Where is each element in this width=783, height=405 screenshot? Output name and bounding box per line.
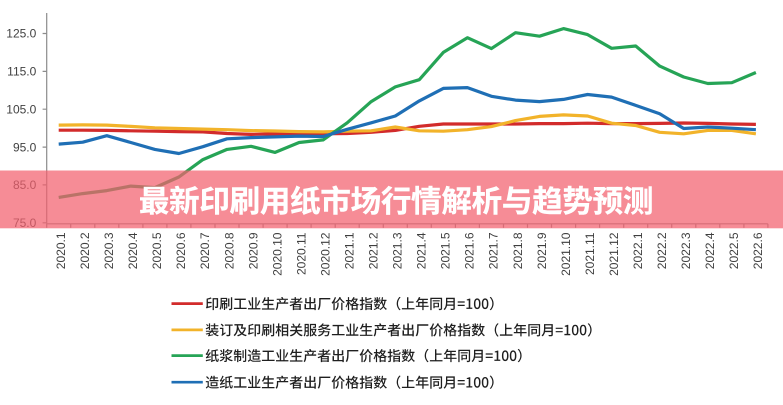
svg-text:2021.1: 2021.1 (343, 232, 357, 269)
svg-text:2021.3: 2021.3 (391, 232, 405, 269)
svg-text:2022.3: 2022.3 (679, 232, 693, 269)
svg-text:2021.5: 2021.5 (439, 232, 453, 269)
svg-text:2021.11: 2021.11 (583, 232, 597, 275)
svg-text:2022.1: 2022.1 (631, 232, 645, 269)
svg-text:2021.9: 2021.9 (535, 232, 549, 269)
svg-text:2020.3: 2020.3 (102, 232, 116, 269)
svg-text:2020.4: 2020.4 (126, 232, 140, 269)
svg-text:2020.5: 2020.5 (150, 232, 164, 269)
svg-text:95.0: 95.0 (13, 140, 37, 154)
svg-text:2020.2: 2020.2 (78, 232, 92, 269)
svg-text:2020.6: 2020.6 (174, 232, 188, 269)
svg-text:2022.5: 2022.5 (727, 232, 741, 269)
svg-text:2022.4: 2022.4 (703, 232, 717, 269)
svg-text:2020.8: 2020.8 (222, 232, 236, 269)
svg-text:2022.6: 2022.6 (751, 232, 765, 269)
svg-text:2020.1: 2020.1 (54, 232, 68, 269)
svg-text:2021.10: 2021.10 (559, 232, 573, 276)
svg-text:125.0: 125.0 (6, 27, 36, 41)
svg-text:2020.11: 2020.11 (294, 232, 308, 275)
svg-text:2021.2: 2021.2 (367, 232, 381, 269)
svg-text:2020.12: 2020.12 (318, 232, 332, 276)
svg-text:2022.2: 2022.2 (655, 232, 669, 269)
svg-text:2020.7: 2020.7 (198, 232, 212, 269)
svg-text:2021.4: 2021.4 (415, 232, 429, 269)
svg-text:2020.10: 2020.10 (270, 232, 284, 276)
svg-text:2021.7: 2021.7 (487, 232, 501, 269)
svg-text:115.0: 115.0 (7, 65, 36, 79)
svg-text:2021.6: 2021.6 (463, 232, 477, 269)
svg-text:105.0: 105.0 (6, 102, 36, 116)
svg-text:2021.8: 2021.8 (511, 232, 525, 269)
svg-text:2021.12: 2021.12 (607, 232, 621, 276)
svg-text:2020.9: 2020.9 (246, 232, 260, 269)
